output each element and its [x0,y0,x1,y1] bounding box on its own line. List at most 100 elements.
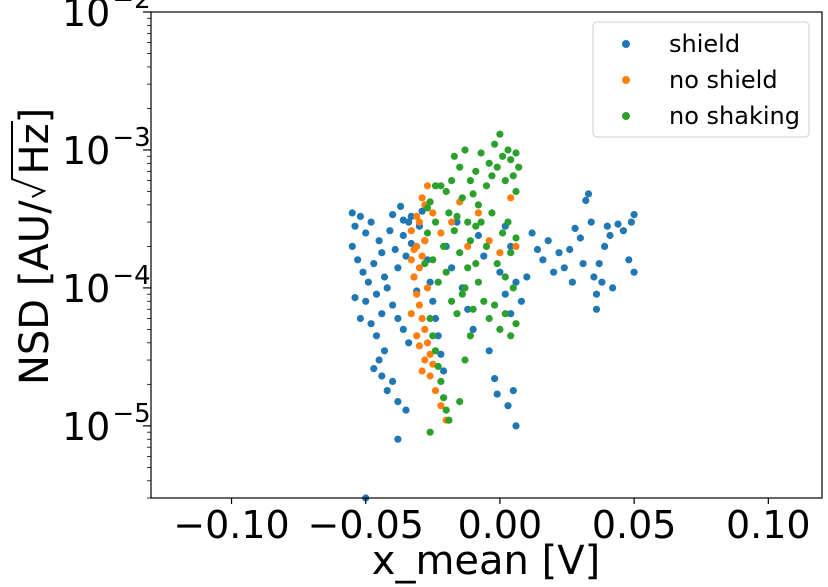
data-point [431,347,440,355]
data-point [362,297,370,305]
data-point [434,362,442,370]
data-point [466,332,474,340]
data-point [458,194,466,202]
data-point [592,290,601,298]
data-point [418,207,426,215]
data-point [491,301,499,309]
data-point [394,435,402,443]
legend-entry: no shield [622,66,778,94]
data-point [431,387,440,395]
data-point [477,149,485,157]
data-point [512,149,520,157]
data-point [440,242,448,250]
data-point [445,209,453,217]
y-axis-title-prefix: NSD [AU/ [12,200,58,385]
data-point [461,356,469,364]
y-axis-title-radicand: Hz [12,123,58,174]
data-point [399,231,407,240]
data-point [402,406,410,414]
data-point [504,218,512,226]
data-point [480,297,488,305]
x-tick-label: −0.10 [173,503,289,547]
data-point [474,231,482,240]
legend-entry: shield [622,30,740,58]
data-point [423,284,432,292]
data-point [507,242,515,250]
y-tick-label: 10−4 [62,261,151,311]
x-axis-ticks: −0.10 −0.05 0.00 0.05 0.10 [173,498,811,547]
data-point [407,239,415,248]
data-point [348,209,356,217]
data-point [469,305,477,313]
data-point [429,297,437,305]
data-point [456,163,464,171]
data-point [544,237,552,245]
data-point [464,305,472,313]
data-point [598,278,606,286]
data-point [418,367,426,375]
data-point [370,365,378,373]
data-point [582,196,590,205]
data-point [413,242,421,250]
data-point [464,218,472,226]
data-point [507,249,515,257]
data-point [601,242,609,250]
data-point [456,398,464,406]
data-point [496,268,504,276]
data-point [394,314,402,323]
legend-marker [622,76,630,84]
data-point [448,297,456,305]
data-point [437,229,445,237]
data-point [512,320,520,328]
y-axis-title-suffix: ] [12,108,58,124]
data-point [539,256,547,264]
y-axis-ticks: 10−2 10−3 10−4 10−5 [62,0,151,449]
data-point [375,237,383,245]
data-point [429,209,437,217]
x-tick-label: −0.05 [307,503,423,547]
data-point [491,375,499,383]
data-point [515,163,523,171]
legend-label: no shield [669,66,778,94]
data-point [442,187,450,196]
data-point [496,325,504,333]
data-point [367,320,375,328]
data-point [472,222,480,230]
data-point [423,339,432,347]
data-point [356,314,364,323]
data-point [423,229,432,237]
data-point [431,314,440,323]
data-point [356,212,364,220]
data-point [512,187,520,196]
data-point [423,204,432,212]
y-tick-label: 10−2 [62,0,151,35]
data-point [464,264,472,272]
data-point [625,256,633,264]
data-point [477,218,485,226]
data-point [418,194,426,202]
data-point [407,310,415,318]
data-point [351,294,359,302]
data-point [431,218,440,226]
data-point [472,260,480,268]
data-point [474,278,482,286]
data-point [453,310,461,318]
data-point [380,273,389,281]
data-point [568,278,577,286]
data-point [421,237,429,245]
data-point [348,242,356,250]
data-point [421,325,429,333]
data-point [472,167,480,175]
data-point [453,212,461,220]
data-point [630,211,638,219]
data-point [501,290,509,298]
data-point [587,218,595,226]
data-point [429,360,437,368]
svg-text:NSD [AU/Hz]: NSD [AU/Hz] [12,108,58,385]
data-point [627,218,636,226]
data-point [375,356,383,364]
data-point [528,229,536,237]
data-point [482,242,491,250]
data-point [493,260,501,268]
series-no-shaking [421,130,523,436]
